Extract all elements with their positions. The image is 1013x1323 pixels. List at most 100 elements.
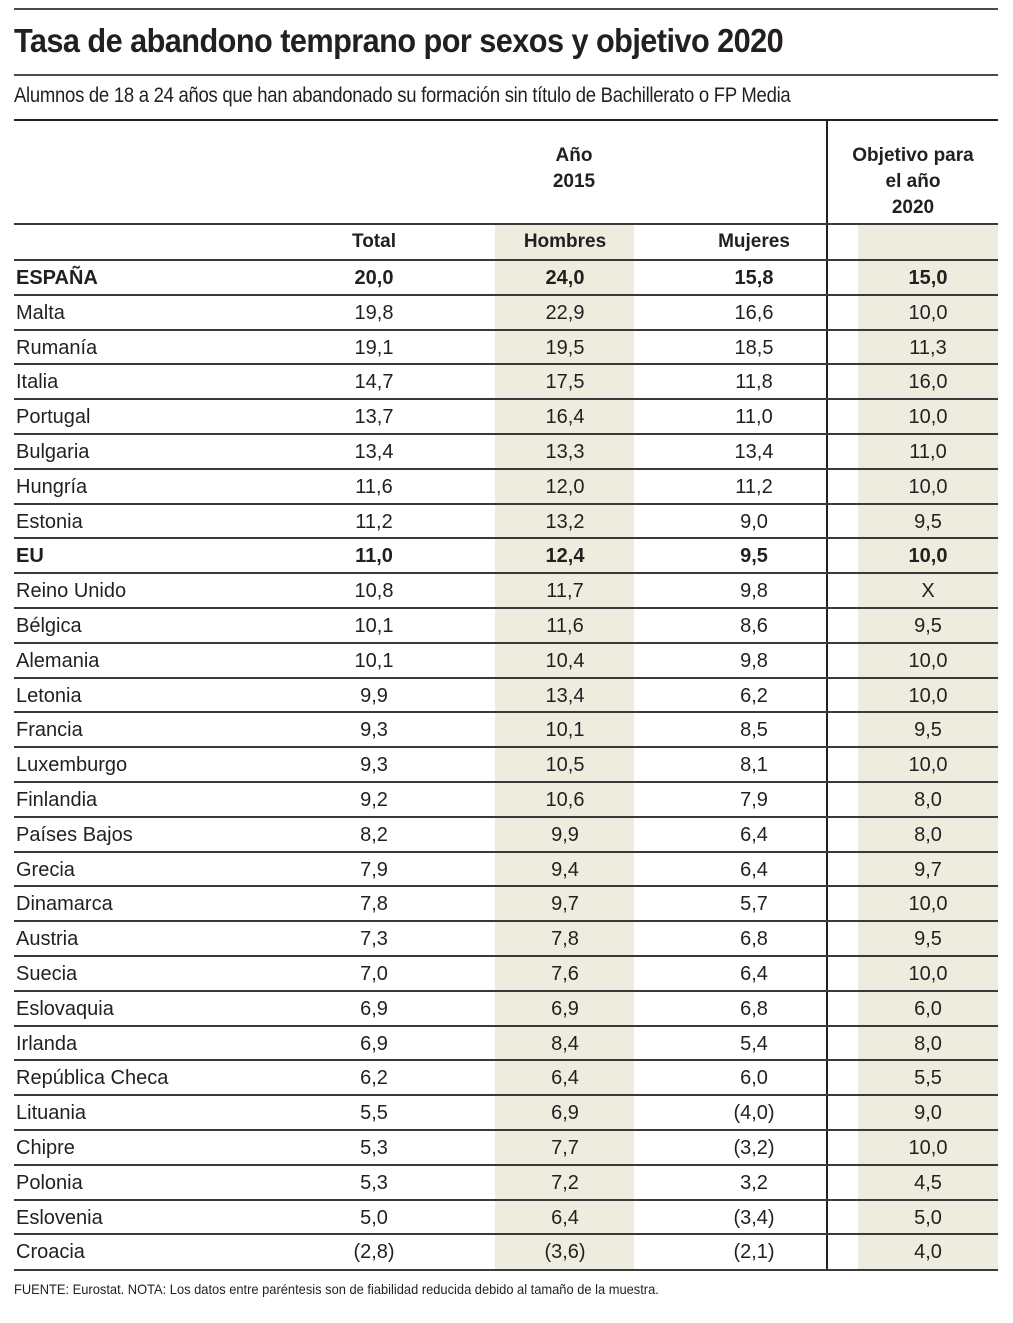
table-row: Dinamarca 7,8 9,7 5,7 10,0: [14, 885, 998, 921]
objetivo-cell: 4,5: [914, 1171, 942, 1194]
mujeres-cell: (2,1): [733, 1241, 775, 1264]
country-cell: Eslovenia: [16, 1206, 103, 1229]
objective-header-line-3: 2020: [891, 197, 935, 218]
country-cell: Portugal: [16, 406, 91, 429]
mujeres-cell: 6,8: [740, 928, 768, 951]
hombres-cell: 7,2: [551, 1171, 579, 1194]
country-cell: Suecia: [16, 963, 78, 985]
objetivo-cell: 9,5: [914, 719, 942, 742]
total-cell: 11,6: [355, 475, 393, 498]
column-header-objetivo: [858, 225, 998, 259]
table-row: ESPAÑA 20,0 24,0 15,8 15,0: [14, 259, 998, 295]
mujeres-cell: (3,4): [733, 1206, 775, 1229]
objetivo-cell: 8,0: [914, 1032, 942, 1055]
hombres-cell: 17,5: [545, 371, 585, 394]
table-row: Irlanda 6,9 8,4 5,4 8,0: [14, 1024, 998, 1061]
hombres-cell: 13,2: [545, 510, 585, 533]
objetivo-cell: 5,5: [914, 1067, 942, 1090]
table-row: Italia 14,7 17,5 11,8 16,0: [14, 363, 998, 399]
total-cell: 19,8: [354, 301, 394, 324]
objetivo-cell: 10,0: [908, 475, 948, 498]
total-cell: 10,1: [354, 615, 394, 637]
mujeres-cell: 11,2: [735, 475, 773, 498]
hombres-cell: 13,4: [545, 684, 585, 707]
mujeres-cell: 13,4: [734, 441, 774, 463]
table-row: Letonia 9,9 13,4 6,2 10,0: [14, 676, 998, 713]
page-title: Tasa de abandono temprano por sexos y ob…: [14, 22, 784, 59]
total-cell: 5,5: [360, 1102, 388, 1125]
total-cell: 9,2: [360, 789, 388, 811]
objetivo-cell: 10,0: [908, 684, 948, 707]
mujeres-cell: 6,4: [740, 823, 768, 846]
objetivo-cell: 8,0: [914, 789, 942, 811]
table-row: Eslovaquia 6,9 6,9 6,8 6,0: [14, 989, 998, 1026]
hombres-cell: 9,7: [551, 893, 579, 916]
column-header-mujeres: Mujeres: [718, 231, 790, 252]
hombres-cell: 13,3: [545, 441, 585, 463]
table-row: Polonia 5,3 7,2 3,2 4,5: [14, 1163, 998, 1200]
objetivo-cell: 9,5: [914, 510, 942, 533]
mujeres-cell: 6,0: [740, 1067, 768, 1090]
mujeres-cell: (4,0): [733, 1102, 775, 1125]
hombres-cell: 10,6: [545, 789, 585, 811]
objetivo-cell: 10,0: [908, 545, 948, 568]
country-cell: Países Bajos: [16, 823, 133, 846]
title-rule: [14, 74, 998, 76]
total-cell: (2,8): [353, 1241, 395, 1264]
hombres-cell: 6,9: [551, 997, 579, 1020]
table-row: Países Bajos 8,2 9,9 6,4 8,0: [14, 815, 998, 852]
table-row: Malta 19,8 22,9 16,6 10,0: [14, 293, 998, 330]
total-cell: 13,4: [354, 441, 394, 463]
table-row: Luxemburgo 9,3 10,5 8,1 10,0: [14, 746, 998, 782]
hombres-cell: 11,6: [546, 615, 584, 637]
table-row: Finlandia 9,2 10,6 7,9 8,0: [14, 781, 998, 817]
objetivo-cell: 11,0: [909, 441, 947, 463]
objective-header-line-2: el año: [885, 171, 941, 192]
objetivo-cell: 10,0: [908, 963, 948, 985]
country-cell: Reino Unido: [16, 580, 127, 603]
country-cell: Irlanda: [16, 1032, 78, 1055]
table-row: República Checa 6,2 6,4 6,0 5,5: [14, 1059, 998, 1095]
objetivo-cell: 4,0: [914, 1241, 942, 1264]
objective-group-header: Objetivo para el año 2020: [828, 143, 998, 221]
country-cell: Chipre: [16, 1137, 75, 1159]
table-row: Rumanía 19,1 19,5 18,5 11,3: [14, 328, 998, 365]
hombres-cell: 24,0: [545, 267, 585, 289]
mujeres-cell: 11,0: [735, 406, 773, 429]
objetivo-cell: 9,0: [914, 1102, 942, 1125]
total-cell: 7,9: [360, 858, 388, 881]
table-row: Bélgica 10,1 11,6 8,6 9,5: [14, 607, 998, 643]
total-cell: 19,1: [354, 336, 394, 359]
total-cell: 7,0: [360, 963, 388, 985]
country-cell: Dinamarca: [16, 893, 113, 916]
hombres-cell: 10,4: [545, 649, 585, 672]
table-row: Reino Unido 10,8 11,7 9,8 X: [14, 572, 998, 608]
total-cell: 20,0: [354, 267, 394, 289]
hombres-cell: 6,4: [551, 1206, 579, 1229]
country-cell: República Checa: [16, 1067, 169, 1090]
objetivo-cell: 8,0: [914, 823, 942, 846]
mujeres-cell: 3,2: [740, 1171, 768, 1194]
country-cell: Bulgaria: [16, 441, 90, 463]
subtitle: Alumnos de 18 a 24 años que han abandona…: [14, 84, 791, 107]
table-row: Grecia 7,9 9,4 6,4 9,7: [14, 850, 998, 887]
country-cell: Malta: [16, 301, 65, 324]
country-cell: Finlandia: [16, 789, 98, 811]
country-cell: Grecia: [16, 858, 75, 881]
total-cell: 10,1: [354, 649, 394, 672]
hombres-cell: 16,4: [545, 406, 585, 429]
hombres-cell: (3,6): [544, 1241, 586, 1264]
total-cell: 5,3: [360, 1171, 388, 1194]
hombres-cell: 10,1: [545, 719, 585, 742]
mujeres-cell: 11,8: [735, 371, 773, 394]
table-row: Estonia 11,2 13,2 9,0 9,5: [14, 502, 998, 539]
objetivo-cell: 11,3: [909, 336, 947, 359]
hombres-cell: 6,9: [551, 1102, 579, 1125]
mujeres-cell: 6,2: [740, 684, 768, 707]
country-cell: EU: [16, 545, 44, 568]
table-bottom-rule: [14, 1269, 998, 1272]
hombres-cell: 19,5: [545, 336, 585, 359]
mujeres-cell: 18,5: [734, 336, 774, 359]
total-cell: 6,9: [360, 1032, 388, 1055]
objetivo-cell: 10,0: [908, 406, 948, 429]
